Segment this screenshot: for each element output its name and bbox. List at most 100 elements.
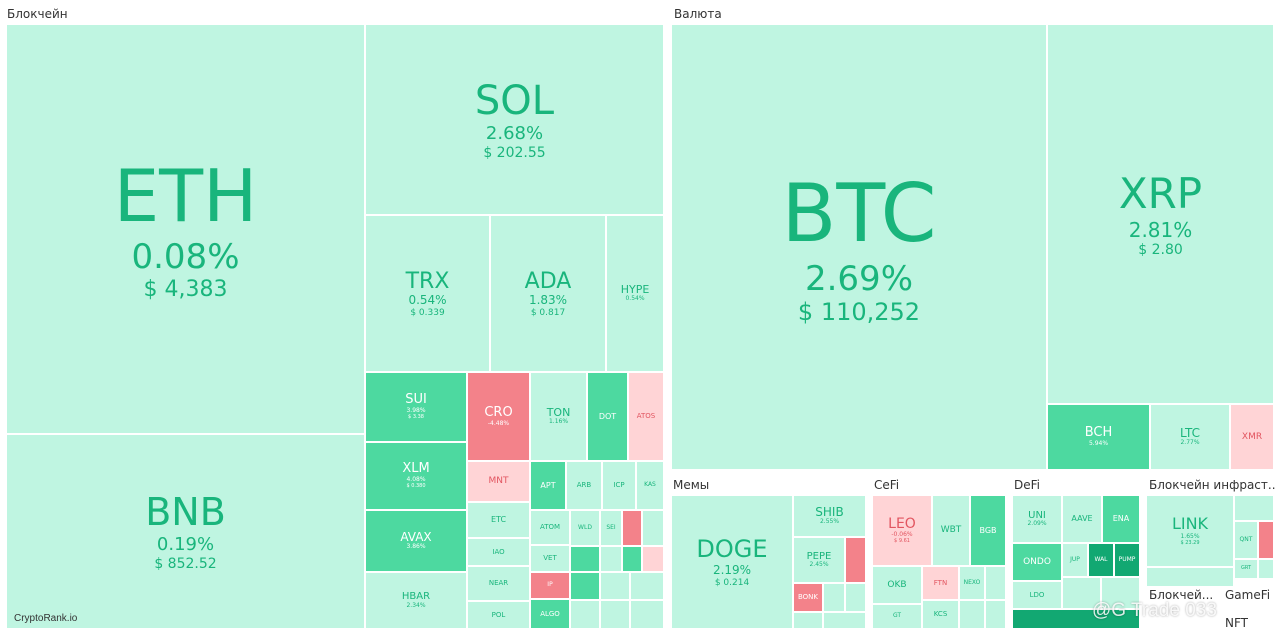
- tile-small[interactable]: [642, 546, 664, 572]
- tile-pol[interactable]: POL: [467, 601, 530, 629]
- tile-jup[interactable]: JUP: [1062, 543, 1088, 577]
- tile-ton[interactable]: TON 1.16%: [530, 372, 587, 461]
- tile-algo[interactable]: ALGO: [530, 599, 570, 629]
- tile-change: 2.09%: [1027, 520, 1047, 528]
- sector-label: CeFi: [874, 478, 900, 492]
- tile-trx[interactable]: TRX 0.54% $ 0.339: [365, 215, 490, 372]
- tile-small[interactable]: [600, 572, 630, 600]
- tile-doge[interactable]: DOGE 2.19% $ 0.214: [671, 495, 793, 629]
- tile-iao[interactable]: IAO: [467, 538, 530, 566]
- tile-okb[interactable]: OKB: [872, 566, 922, 604]
- tile-small[interactable]: [622, 546, 642, 572]
- tile-symbol: QNT: [1239, 535, 1253, 543]
- tile-qnt[interactable]: QNT: [1234, 521, 1258, 559]
- tile-btc[interactable]: BTC 2.69% $ 110,252: [671, 24, 1047, 470]
- tile-ftn[interactable]: FTN: [922, 566, 959, 600]
- tile-change: 2.34%: [406, 601, 426, 609]
- tile-symbol: BCH: [1084, 425, 1113, 441]
- tile-wbt[interactable]: WBT: [932, 495, 970, 566]
- tile-link[interactable]: LINK 1.65% $ 23.29: [1146, 495, 1234, 567]
- tile-symbol: BTC: [781, 166, 937, 260]
- tile-price: $ 3.38: [408, 414, 424, 421]
- tile-pump[interactable]: PUMP: [1114, 543, 1140, 577]
- tile-small[interactable]: [600, 600, 630, 629]
- tile-shib[interactable]: SHIB 2.55%: [793, 495, 866, 537]
- tile-symbol: LEO: [888, 516, 916, 533]
- tile-small[interactable]: [642, 510, 664, 546]
- tile-small[interactable]: [570, 546, 600, 572]
- tile-change: 2.69%: [804, 258, 913, 299]
- tile-near[interactable]: NEAR: [467, 566, 530, 601]
- tile-small[interactable]: [793, 612, 823, 629]
- tile-small[interactable]: [985, 600, 1006, 629]
- tile-icp[interactable]: ICP: [602, 461, 636, 510]
- tile-small[interactable]: [622, 510, 642, 546]
- tile-small[interactable]: [570, 572, 600, 600]
- tile-xlm[interactable]: XLM 4.08% $ 0.380: [365, 442, 467, 510]
- tile-vet[interactable]: VET: [530, 545, 570, 572]
- tile-ena[interactable]: ENA: [1102, 495, 1140, 543]
- tile-etc[interactable]: ETC: [467, 502, 530, 538]
- tile-symbol: ARB: [576, 481, 592, 490]
- tile-bgb[interactable]: BGB: [970, 495, 1006, 566]
- tile-sei[interactable]: SEI: [600, 510, 622, 546]
- tile-small[interactable]: [570, 600, 600, 629]
- tile-kcs[interactable]: KCS: [922, 600, 959, 629]
- tile-sol[interactable]: SOL 2.68% $ 202.55: [365, 24, 664, 215]
- tile-nexo[interactable]: NEXO: [959, 566, 985, 600]
- tile-bch[interactable]: BCH 5.94%: [1047, 404, 1150, 470]
- tile-small[interactable]: [1146, 567, 1234, 587]
- tile-cro[interactable]: CRO -4.48%: [467, 372, 530, 461]
- tile-symbol: AAVE: [1071, 514, 1093, 524]
- tile-kas[interactable]: KAS: [636, 461, 664, 510]
- tile-symbol: NEXO: [963, 578, 981, 586]
- tile-small[interactable]: [1234, 495, 1274, 521]
- tile-symbol: WLD: [578, 523, 592, 531]
- tile-ltc[interactable]: LTC 2.77%: [1150, 404, 1230, 470]
- tile-bonk[interactable]: BONK: [793, 583, 823, 612]
- tile-ondo[interactable]: ONDO: [1012, 543, 1062, 581]
- tile-wld[interactable]: WLD: [570, 510, 600, 546]
- tile-eth[interactable]: ETH 0.08% $ 4,383: [6, 24, 365, 434]
- tile-small[interactable]: [1101, 577, 1140, 609]
- tile-atos[interactable]: ATOS: [628, 372, 664, 461]
- tile-symbol: SHIB: [815, 504, 844, 519]
- tile-ip[interactable]: IP: [530, 572, 570, 599]
- tile-small[interactable]: [1258, 521, 1274, 559]
- tile-small[interactable]: [600, 546, 622, 572]
- tile-ldo[interactable]: LDO: [1012, 581, 1062, 609]
- tile-bnb[interactable]: BNB 0.19% $ 852.52: [6, 434, 365, 629]
- tile-small[interactable]: [845, 583, 866, 612]
- tile-small[interactable]: [1062, 577, 1101, 609]
- tile-small[interactable]: [985, 566, 1006, 600]
- tile-atom[interactable]: ATOM: [530, 510, 570, 545]
- tile-change: 1.16%: [548, 418, 569, 426]
- tile-small[interactable]: [1012, 609, 1140, 629]
- tile-gt[interactable]: GT: [872, 604, 922, 629]
- tile-hype[interactable]: HYPE 0.54%: [606, 215, 664, 372]
- tile-arb[interactable]: ARB: [566, 461, 602, 510]
- tile-small[interactable]: [630, 600, 664, 629]
- tile-apt[interactable]: APT: [530, 461, 566, 510]
- tile-pepe[interactable]: PEPE 2.45%: [793, 537, 845, 583]
- tile-hbar[interactable]: HBAR 2.34%: [365, 572, 467, 629]
- tile-small[interactable]: [823, 583, 845, 612]
- tile-wal[interactable]: WAL: [1088, 543, 1114, 577]
- tile-small[interactable]: [959, 600, 985, 629]
- tile-small[interactable]: [1258, 559, 1274, 579]
- tile-xrp[interactable]: XRP 2.81% $ 2.80: [1047, 24, 1274, 404]
- tile-uni[interactable]: UNI 2.09%: [1012, 495, 1062, 543]
- tile-small[interactable]: [845, 537, 866, 583]
- tile-dot[interactable]: DOT: [587, 372, 628, 461]
- tile-small[interactable]: [823, 612, 866, 629]
- tile-leo[interactable]: LEO -0.06% $ 9.61: [872, 495, 932, 566]
- tile-grt[interactable]: GRT: [1234, 559, 1258, 579]
- tile-avax[interactable]: AVAX 3.86%: [365, 510, 467, 572]
- tile-sui[interactable]: SUI 3.98% $ 3.38: [365, 372, 467, 442]
- tile-mnt[interactable]: MNT: [467, 461, 530, 502]
- tile-xmr[interactable]: XMR: [1230, 404, 1274, 470]
- tile-ada[interactable]: ADA 1.83% $ 0.817: [490, 215, 606, 372]
- tile-small[interactable]: [630, 572, 664, 600]
- tile-price: $ 0.214: [714, 577, 750, 588]
- tile-aave[interactable]: AAVE: [1062, 495, 1102, 543]
